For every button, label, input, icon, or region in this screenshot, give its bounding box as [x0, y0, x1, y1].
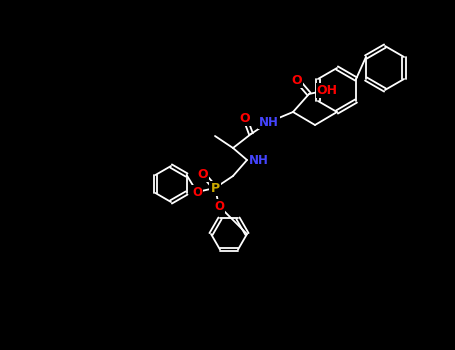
Text: NH: NH [249, 154, 269, 167]
Text: O: O [240, 112, 250, 125]
Text: P: P [210, 182, 220, 195]
Text: NH: NH [259, 116, 279, 128]
Text: OH: OH [317, 84, 338, 97]
Text: O: O [197, 168, 208, 181]
Text: O: O [292, 74, 302, 86]
Text: O: O [214, 199, 224, 212]
Text: O: O [192, 186, 202, 198]
